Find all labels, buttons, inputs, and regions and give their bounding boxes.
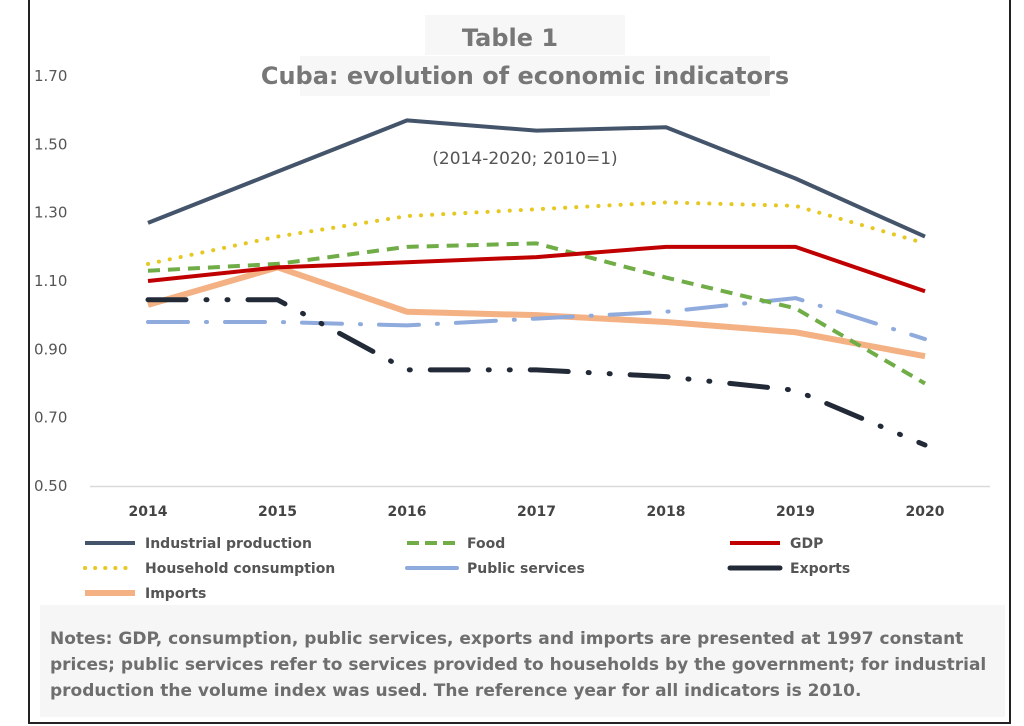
x-tick-label: 2020 bbox=[906, 504, 945, 520]
y-tick-label: 0.70 bbox=[34, 409, 67, 427]
legend-label: Exports bbox=[790, 561, 850, 577]
x-tick-label: 2014 bbox=[129, 504, 168, 520]
series-line-food bbox=[147, 241, 927, 386]
legend-label: GDP bbox=[790, 536, 823, 552]
x-tick-label: 2017 bbox=[517, 504, 556, 520]
series-line-public-services bbox=[146, 296, 927, 342]
series-lines bbox=[145, 118, 928, 448]
y-tick-label: 0.90 bbox=[34, 340, 67, 358]
legend-item: Food bbox=[407, 536, 505, 552]
legend: Industrial production Food GDP Household co… bbox=[83, 536, 850, 602]
notes-line-3: production the volume index was used. Th… bbox=[50, 681, 861, 701]
y-tick-label: 1.70 bbox=[34, 67, 67, 85]
y-tick-label: 1.30 bbox=[34, 204, 67, 222]
title-box bbox=[425, 15, 625, 55]
y-tick-label: 0.50 bbox=[34, 477, 67, 495]
legend-label: Public services bbox=[467, 561, 585, 577]
x-tick-label: 2015 bbox=[258, 504, 297, 520]
legend-label: Industrial production bbox=[145, 536, 312, 552]
chart-subtitle: Cuba: evolution of economic indicators bbox=[261, 62, 789, 90]
x-tick-label: 2018 bbox=[647, 504, 686, 520]
legend-item: Household consumption bbox=[83, 561, 335, 577]
legend-item: GDP bbox=[730, 536, 823, 552]
legend-label: Household consumption bbox=[145, 561, 335, 577]
x-tick-label: 2016 bbox=[388, 504, 427, 520]
legend-item: Exports bbox=[727, 561, 850, 577]
series-line-industrial-production bbox=[147, 118, 926, 239]
x-axis-ticks: 2014 2015 2016 2017 2018 2019 2020 bbox=[129, 504, 945, 520]
frame-border bbox=[28, 0, 1011, 724]
y-tick-label: 1.10 bbox=[34, 272, 67, 290]
y-tick-label: 1.50 bbox=[34, 135, 67, 153]
legend-item: Industrial production bbox=[85, 536, 312, 552]
legend-item: Public services bbox=[405, 561, 585, 577]
notes-line-1: Notes: GDP, consumption, public services… bbox=[50, 629, 963, 649]
legend-label: Food bbox=[467, 536, 505, 552]
notes-box bbox=[40, 605, 1005, 717]
series-line-household-consumption bbox=[146, 200, 927, 266]
x-tick-label: 2019 bbox=[776, 504, 815, 520]
chart-title: Table 1 bbox=[462, 24, 558, 52]
chart-annotation: (2014-2020; 2010=1) bbox=[432, 149, 617, 169]
subtitle-box bbox=[300, 56, 770, 96]
legend-item: Imports bbox=[85, 586, 206, 602]
y-axis-ticks: 0.50 0.70 0.90 1.10 1.30 1.50 1.70 bbox=[34, 67, 67, 495]
series-line-exports bbox=[145, 297, 928, 448]
notes-line-2: prices; public services refer to service… bbox=[50, 655, 986, 675]
series-line-gdp bbox=[147, 244, 926, 294]
legend-label: Imports bbox=[145, 586, 206, 602]
